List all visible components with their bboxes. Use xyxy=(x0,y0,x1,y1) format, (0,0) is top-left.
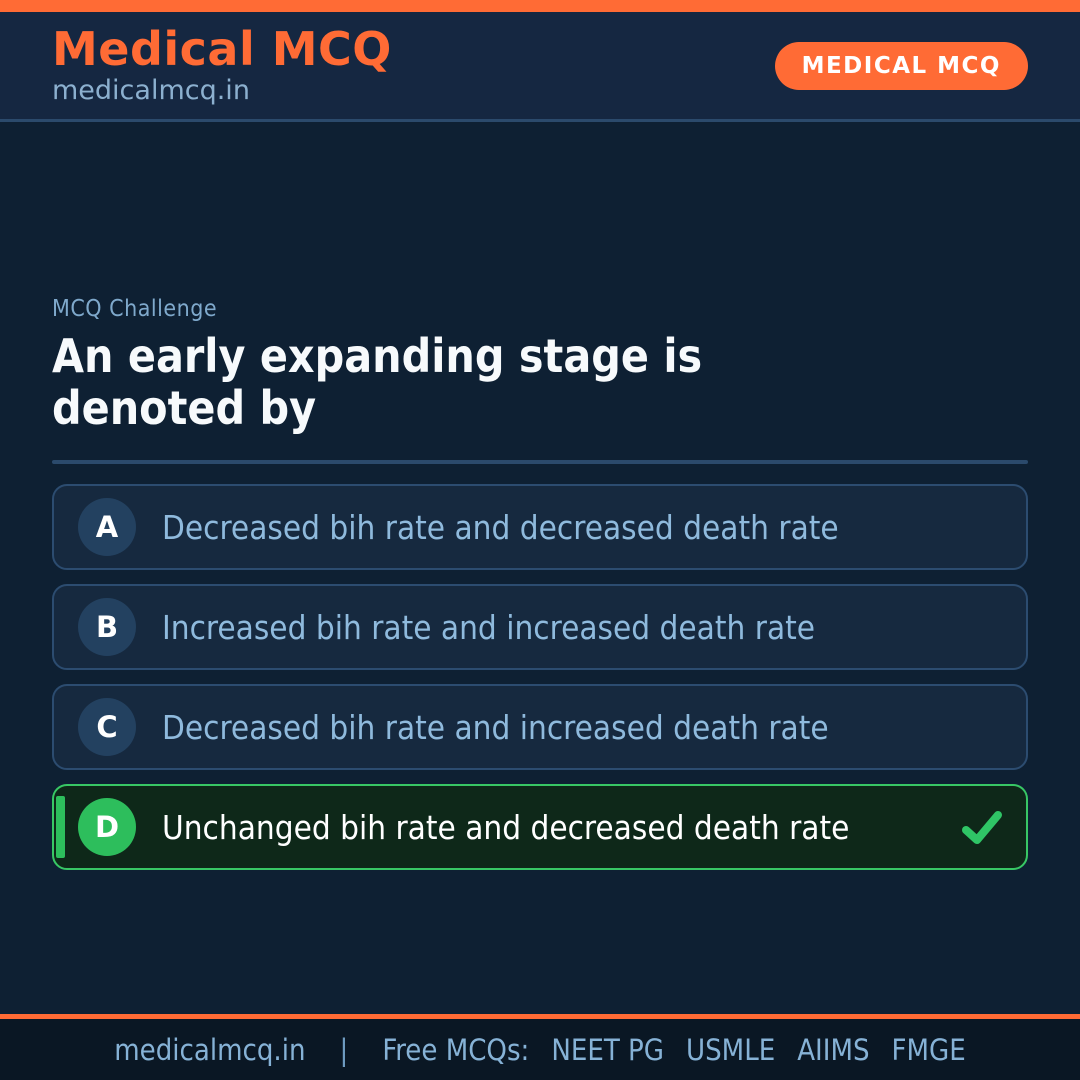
option-d-label: Unchanged bih rate and decreased death r… xyxy=(162,807,850,847)
question-line-1: An early expanding stage is xyxy=(52,329,703,383)
brand-title: Medical MCQ xyxy=(52,21,392,76)
footer-exam-neetpg: NEET PG xyxy=(551,1032,665,1067)
option-c-letter-badge: C xyxy=(78,698,136,756)
options-list: A Decreased bih rate and decreased death… xyxy=(52,484,1028,870)
brand-subtitle: medicalmcq.in xyxy=(52,75,250,107)
question-eyebrow: MCQ Challenge xyxy=(52,296,218,322)
footer-exam-fmge: FMGE xyxy=(891,1032,966,1067)
footer-accent-line xyxy=(0,1014,1080,1019)
option-c[interactable]: C Decreased bih rate and increased death… xyxy=(52,684,1028,770)
option-a-label: Decreased bih rate and decreased death r… xyxy=(162,507,839,547)
header: Medical MCQ medicalmcq.in MEDICAL MCQ xyxy=(0,12,1080,122)
footer-site: medicalmcq.in xyxy=(114,1032,306,1067)
footer-separator: | xyxy=(339,1032,349,1067)
question-title: An early expanding stage is denoted by xyxy=(52,330,1028,434)
brand-badge: MEDICAL MCQ xyxy=(774,41,1028,90)
footer-exam-usmle: USMLE xyxy=(686,1032,776,1067)
option-b-letter-badge: B xyxy=(78,598,136,656)
option-a-letter-badge: A xyxy=(78,498,136,556)
option-b-label: Increased bih rate and increased death r… xyxy=(162,607,816,647)
main-content: MCQ Challenge An early expanding stage i… xyxy=(0,122,1080,1014)
top-accent-bar xyxy=(0,0,1080,12)
option-b[interactable]: B Increased bih rate and increased death… xyxy=(52,584,1028,670)
option-c-label: Decreased bih rate and increased death r… xyxy=(162,707,829,747)
divider xyxy=(52,460,1028,464)
correct-accent-bar xyxy=(56,796,65,858)
footer: medicalmcq.in | Free MCQs: NEET PG USMLE… xyxy=(0,1019,1080,1080)
option-a[interactable]: A Decreased bih rate and decreased death… xyxy=(52,484,1028,570)
option-d-letter-badge: D xyxy=(78,798,136,856)
brand-block: Medical MCQ medicalmcq.in xyxy=(52,21,392,107)
check-icon xyxy=(946,807,1004,847)
footer-exam-aiims: AIIMS xyxy=(797,1032,870,1067)
question-line-2: denoted by xyxy=(52,381,317,435)
option-d-correct[interactable]: D Unchanged bih rate and decreased death… xyxy=(52,784,1028,870)
footer-tagline-prefix: Free MCQs: xyxy=(382,1032,530,1067)
